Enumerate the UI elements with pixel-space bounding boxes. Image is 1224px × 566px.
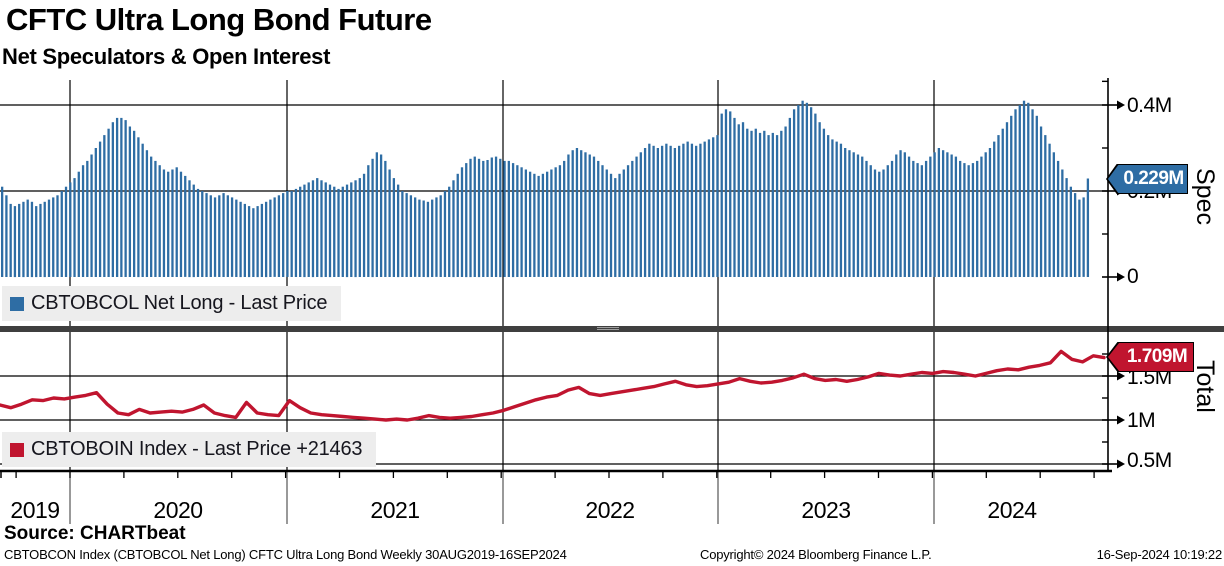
- total-last-value-text: 1.709M: [1126, 346, 1188, 367]
- page-title: CFTC Ultra Long Bond Future: [6, 2, 432, 37]
- xtick-2020: 2020: [153, 497, 203, 523]
- xtick-2019: 2019: [10, 497, 60, 523]
- spec-ytick-0: 0: [1127, 265, 1139, 288]
- footer-copyright: Copyright© 2024 Bloomberg Finance L.P.: [700, 547, 932, 562]
- xtick-2021: 2021: [370, 497, 420, 523]
- spec-axis-title: Spec: [1191, 168, 1219, 225]
- total-legend-swatch-icon: [10, 442, 24, 457]
- total-legend[interactable]: CBTOBOIN Index - Last Price +21463: [2, 432, 377, 467]
- total-last-value-badge: 1.709M: [1106, 342, 1194, 372]
- page-subtitle: Net Speculators & Open Interest: [2, 44, 331, 69]
- spec-legend-swatch-icon: [10, 296, 24, 311]
- spec-ytick-0.4M: 0.4M: [1127, 94, 1172, 117]
- total-axis-title: Total: [1191, 360, 1219, 413]
- spec-last-value-text: 0.229M: [1123, 168, 1184, 189]
- total-ytick-1M: 1M: [1127, 409, 1156, 432]
- panel-divider-grip[interactable]: [597, 327, 619, 331]
- xtick-2022: 2022: [585, 497, 635, 523]
- spec-last-value-badge: 0.229M: [1106, 164, 1188, 194]
- xtick-2024: 2024: [987, 497, 1037, 523]
- spec-legend-label: CBTOBCOL Net Long - Last Price: [31, 292, 328, 314]
- xtick-2023: 2023: [801, 497, 851, 523]
- footer-description: CBTOBCON Index (CBTOBCOL Net Long) CFTC …: [4, 547, 567, 562]
- source-line: Source: CHARTbeat: [4, 523, 186, 544]
- footer-timestamp: 16-Sep-2024 10:19:22: [1096, 547, 1223, 562]
- total-ytick-0.5M: 0.5M: [1127, 449, 1172, 472]
- spec-legend[interactable]: CBTOBCOL Net Long - Last Price: [2, 286, 342, 321]
- total-legend-label: CBTOBOIN Index - Last Price +21463: [31, 438, 363, 460]
